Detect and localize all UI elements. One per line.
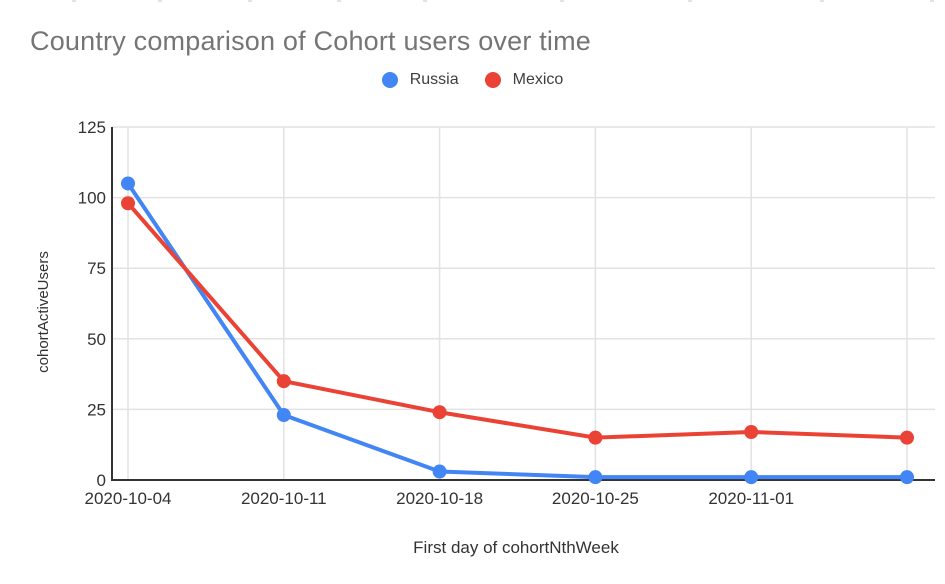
legend-dot-russia	[381, 72, 398, 88]
legend-label-russia: Russia	[409, 71, 459, 88]
x-axis-title: First day of cohortNthWeek	[413, 538, 619, 557]
legend-dot-mexico	[484, 72, 501, 88]
clipped-text-fragment	[158, 0, 162, 2]
y-axis-title: cohortActiveUsers	[35, 251, 52, 373]
y-tick-label: 25	[87, 400, 106, 419]
data-point-russia-5[interactable]	[900, 470, 914, 485]
data-point-russia-0[interactable]	[121, 176, 135, 191]
data-point-mexico-3[interactable]	[588, 430, 603, 445]
clipped-text-fragment	[72, 0, 76, 2]
legend-label-mexico: Mexico	[512, 71, 564, 88]
x-tick-label: 2020-10-11	[241, 489, 327, 508]
data-point-russia-2[interactable]	[432, 464, 447, 479]
y-tick-label: 50	[87, 330, 106, 349]
legend-item-russia[interactable]: Russia	[381, 71, 459, 89]
series-line-russia	[126, 181, 909, 480]
clipped-text-fragment	[248, 0, 252, 2]
x-tick-label: 2020-10-04	[85, 489, 172, 508]
legend-item-mexico[interactable]: Mexico	[484, 71, 564, 89]
clipped-text-fragment	[688, 0, 692, 2]
clipped-text-fragment	[337, 0, 341, 2]
data-point-mexico-2[interactable]	[432, 405, 447, 420]
clipped-text-fragment	[560, 0, 564, 2]
x-tick-label: 2020-10-18	[396, 489, 483, 508]
y-tick-label: 125	[78, 118, 106, 137]
y-tick-label: 75	[87, 259, 106, 278]
x-tick-label: 2020-10-25	[552, 489, 639, 508]
data-point-mexico-1[interactable]	[276, 374, 291, 389]
data-point-mexico-4[interactable]	[744, 424, 759, 439]
y-tick-label: 0	[97, 471, 106, 490]
series-line-mexico	[126, 201, 909, 440]
clipped-text-fragment	[423, 0, 427, 2]
data-point-russia-1[interactable]	[276, 408, 291, 423]
clipped-text-fragment	[930, 0, 934, 2]
data-point-mexico-5[interactable]	[900, 430, 914, 445]
x-tick-label: 2020-11-01	[708, 489, 794, 508]
data-point-russia-3[interactable]	[588, 470, 603, 485]
clipped-text-fragment	[820, 0, 824, 2]
data-point-mexico-0[interactable]	[121, 196, 135, 211]
data-point-russia-4[interactable]	[744, 470, 759, 485]
y-tick-label: 100	[78, 189, 106, 208]
chart-legend: Russia Mexico	[0, 70, 945, 90]
chart-title: Country comparison of Cohort users over …	[30, 26, 592, 56]
